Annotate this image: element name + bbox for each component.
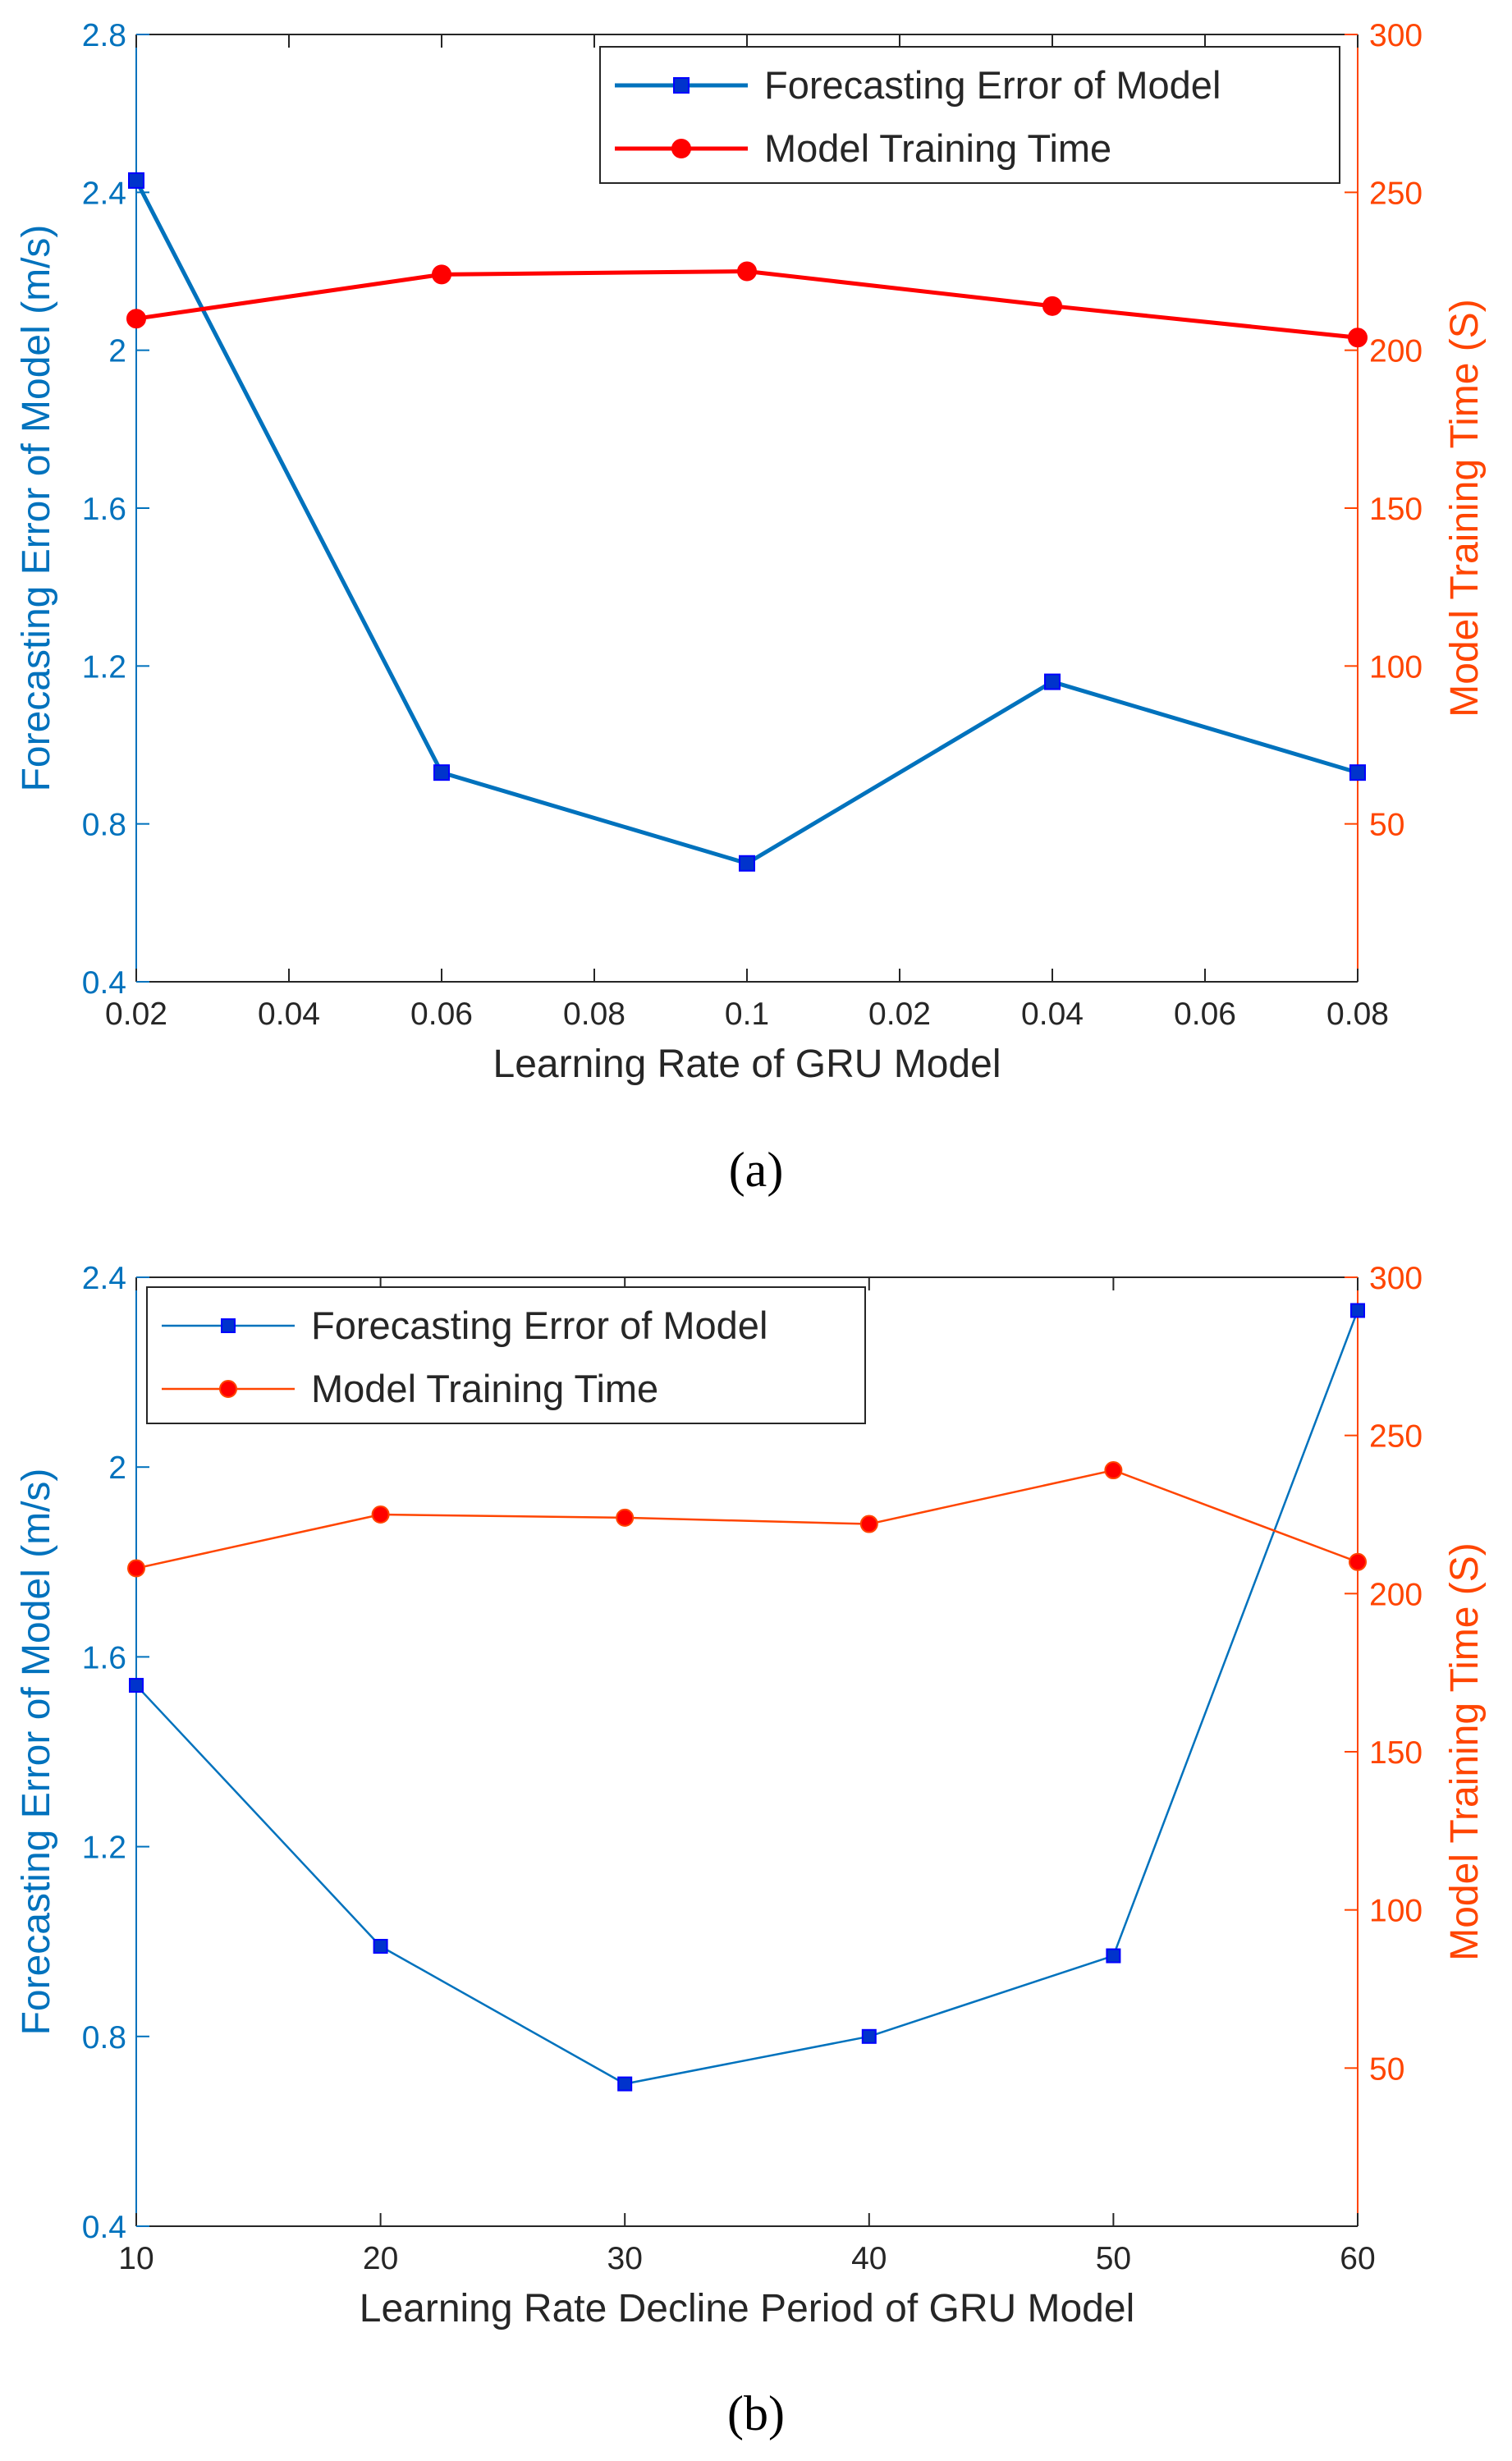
error-series-point <box>433 764 450 781</box>
error-series-point <box>861 2028 877 2044</box>
time-series-point <box>1349 1552 1367 1571</box>
legend-label: Forecasting Error of Model <box>764 63 1221 107</box>
time-series-point <box>127 1559 145 1578</box>
right-y-tick-label: 250 <box>1369 1419 1423 1455</box>
x-tick-label: 0.08 <box>1326 997 1389 1032</box>
time-series-point <box>371 1505 390 1524</box>
error-series-point <box>129 1678 144 1693</box>
x-axis-label: Learning Rate Decline Period of GRU Mode… <box>360 2287 1134 2330</box>
time-series-point <box>859 1515 878 1533</box>
x-tick-label: 20 <box>363 2241 398 2276</box>
right-y-tick-label: 100 <box>1369 1894 1423 1929</box>
left-y-axis-label: Forecasting Error of Model (m/s) <box>15 225 58 792</box>
error-series-point <box>128 172 144 189</box>
left-y-tick-label: 2.8 <box>82 18 126 53</box>
x-tick-label: 0.02 <box>868 997 931 1032</box>
time-series-line <box>135 1469 1359 1570</box>
left-y-tick-label: 0.8 <box>82 808 126 843</box>
error-series-point <box>373 1938 388 1954</box>
x-tick-label: 30 <box>607 2241 643 2276</box>
time-series-point <box>616 1508 635 1527</box>
error-series-point <box>1044 673 1061 690</box>
error-series-point <box>739 855 755 872</box>
left-y-tick-label: 1.6 <box>82 1640 126 1675</box>
left-y-tick-label: 0.4 <box>82 2210 126 2245</box>
left-y-tick-label: 0.4 <box>82 965 126 1001</box>
legend-label: Forecasting Error of Model <box>311 1304 767 1347</box>
error-series-point <box>1106 1948 1121 1964</box>
chart-panel-b: 10 20 30 40 50 60 0.4 0.8 1.2 1.6 2 2.4 50 100 150 200 2… <box>15 1261 1487 2440</box>
right-y-tick-label: 250 <box>1369 176 1423 211</box>
x-tick-label: 0.06 <box>1174 997 1236 1032</box>
error-series-point <box>1350 1303 1365 1318</box>
x-tick-label: 50 <box>1096 2241 1131 2276</box>
left-y-axis-label: Forecasting Error of Model (m/s) <box>15 1469 58 2036</box>
error-series-line <box>134 179 1359 866</box>
panel-caption: (a) <box>729 1143 784 1197</box>
error-series-point <box>1349 764 1366 781</box>
legend-marker <box>221 1318 236 1333</box>
left-y-tick-label: 2 <box>108 334 126 369</box>
x-tick-label: 40 <box>851 2241 887 2276</box>
time-series-line <box>135 269 1359 340</box>
legend-marker <box>673 77 690 94</box>
chart-panel-a: 0.02 0.04 0.06 0.08 0.1 0.02 0.04 0.06 0.08 0.4 0.… <box>15 18 1487 1197</box>
right-y-axis-label: Model Training Time (S) <box>1443 299 1487 717</box>
right-y-tick-label: 50 <box>1369 2051 1404 2087</box>
time-series-point <box>737 261 757 282</box>
right-y-axis-label: Model Training Time (S) <box>1443 1542 1487 1961</box>
time-series-point <box>432 264 451 285</box>
legend: Forecasting Error of Model Model Training… <box>599 46 1340 184</box>
left-y-tick-label: 2.4 <box>82 176 126 211</box>
right-y-tick-label: 300 <box>1369 1261 1423 1296</box>
right-y-tick-label: 200 <box>1369 1577 1423 1612</box>
left-y-tick-label: 2.4 <box>82 1261 126 1296</box>
error-series-line <box>135 1310 1359 2085</box>
x-tick-label: 0.02 <box>105 997 167 1032</box>
x-axis-label: Learning Rate of GRU Model <box>493 1043 1001 1086</box>
x-tick-label: 0.04 <box>258 997 320 1032</box>
x-tick-label: 10 <box>118 2241 153 2276</box>
right-y-tick-label: 150 <box>1369 1735 1423 1771</box>
legend-label: Model Training Time <box>311 1367 658 1410</box>
left-y-tick-label: 0.8 <box>82 2020 126 2055</box>
left-y-tick-label: 1.2 <box>82 649 126 685</box>
right-y-tick-label: 50 <box>1369 808 1404 843</box>
legend: Forecasting Error of Model Model Training… <box>146 1286 866 1424</box>
right-y-tick-label: 300 <box>1369 18 1423 53</box>
x-tick-label: 0.04 <box>1021 997 1084 1032</box>
legend-marker <box>671 139 691 158</box>
time-series-point <box>1348 328 1368 348</box>
left-y-tick-label: 1.6 <box>82 492 126 527</box>
legend-marker <box>219 1380 237 1398</box>
time-series-point <box>1104 1461 1123 1480</box>
time-series-point <box>1042 296 1062 316</box>
left-y-tick-label: 2 <box>108 1450 126 1486</box>
legend-box <box>599 46 1340 184</box>
right-y-tick-label: 200 <box>1369 334 1423 369</box>
time-series-point <box>126 309 146 329</box>
x-tick-label: 0.08 <box>563 997 625 1032</box>
right-y-tick-label: 150 <box>1369 492 1423 527</box>
x-tick-label: 0.06 <box>410 997 473 1032</box>
x-tick-label: 0.1 <box>725 997 769 1032</box>
legend-box <box>146 1286 866 1424</box>
x-tick-label: 60 <box>1340 2241 1375 2276</box>
left-y-tick-label: 1.2 <box>82 1831 126 1866</box>
legend-label: Model Training Time <box>764 126 1111 170</box>
panel-caption: (b) <box>727 2386 785 2440</box>
error-series-point <box>617 2076 633 2092</box>
right-y-tick-label: 100 <box>1369 649 1423 685</box>
